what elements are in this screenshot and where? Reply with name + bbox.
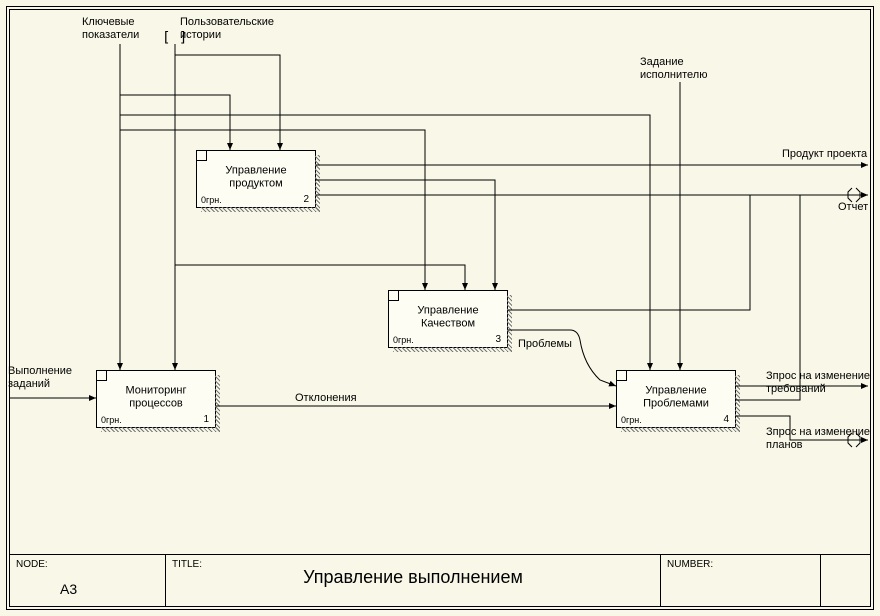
- activity-box-1: Мониторинг процессов 0грн. 1: [96, 370, 216, 428]
- box3-title: Управление Качеством: [393, 304, 503, 330]
- lbl-exec-tasks: Выполнениезаданий: [8, 365, 72, 391]
- tunnel-mark: [ ]: [162, 30, 187, 47]
- activity-box-3: Управление Качеством 0грн. 3: [388, 290, 508, 348]
- footer-number-label: NUMBER:: [667, 559, 814, 570]
- box1-title: Мониторинг процессов: [101, 384, 211, 410]
- box3-bl: 0грн.: [393, 335, 414, 345]
- lbl-assignment: Заданиеисполнителю: [640, 56, 707, 82]
- box2-bl: 0грн.: [201, 195, 222, 205]
- lbl-deviations: Отклонения: [295, 392, 357, 405]
- box4-num: 4: [723, 414, 729, 425]
- activity-box-4: Управление Проблемами 0грн. 4: [616, 370, 736, 428]
- lbl-product: Продукт проекта: [782, 148, 867, 161]
- lbl-plan-change: Зпрос на изменениепланов: [766, 426, 870, 452]
- footer-node-label: NODE:: [16, 559, 159, 570]
- lbl-key-indicators: Ключевыепоказатели: [82, 16, 139, 42]
- activity-box-2: Управление продуктом 0грн. 2: [196, 150, 316, 208]
- title-block: NODE: A3 TITLE: Управление выполнением N…: [10, 554, 870, 606]
- box1-bl: 0грн.: [101, 415, 122, 425]
- lbl-problems: Проблемы: [518, 338, 572, 351]
- box1-num: 1: [203, 414, 209, 425]
- footer-node-value: A3: [60, 581, 77, 597]
- lbl-user-stories: Пользовательскиеистории: [180, 16, 274, 42]
- lbl-report: Отчет: [838, 201, 868, 214]
- box3-num: 3: [495, 334, 501, 345]
- box4-bl: 0грн.: [621, 415, 642, 425]
- footer-title-value: Управление выполнением: [166, 567, 660, 588]
- box2-title: Управление продуктом: [201, 164, 311, 190]
- lbl-req-change: Зпрос на изменениетребований: [766, 370, 870, 396]
- box2-num: 2: [303, 194, 309, 205]
- box4-title: Управление Проблемами: [621, 384, 731, 410]
